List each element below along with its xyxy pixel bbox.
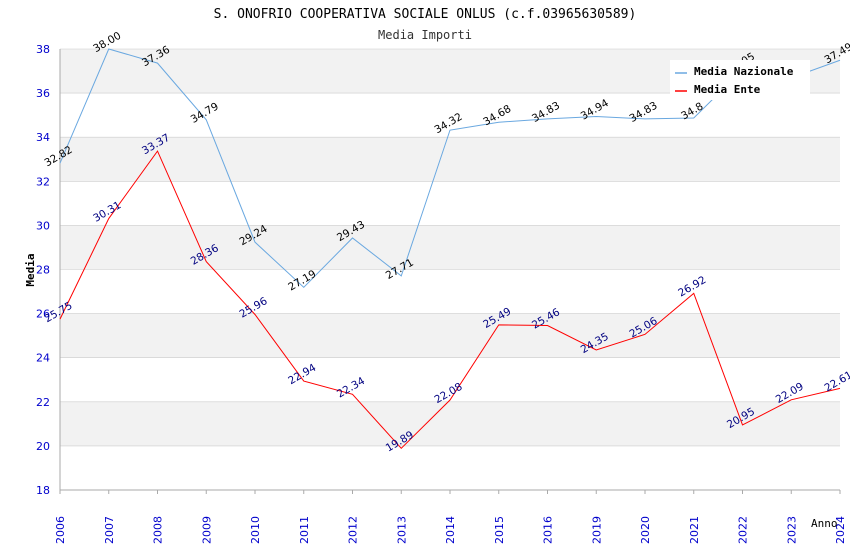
data-label-media-nazionale: 34.94 [579,97,611,123]
y-tick-label: 38 [36,43,50,56]
grid-band [60,401,840,446]
x-tick-label: 2006 [54,516,67,544]
y-tick-labels: 18 20 22 24 26 28 30 32 34 36 38 [36,43,50,497]
x-tick-label: 2016 [542,516,555,544]
grid-band [60,313,840,358]
x-tick-label: 2019 [590,516,603,544]
x-tick-label: 2014 [444,516,457,544]
x-tick-label: 2009 [200,516,213,544]
y-tick-label: 28 [36,264,50,277]
data-label-media-ente: 26.92 [676,274,708,299]
x-tick-label: 2013 [395,516,408,544]
y-axis-label: Media [24,253,37,286]
x-tick-label: 2021 [688,516,701,544]
y-tick-label: 30 [36,219,50,232]
y-tick-label: 34 [36,131,50,144]
background-bands [60,49,840,446]
data-label-media-nazionale: 34.68 [481,103,513,128]
data-label-media-nazionale: 34.83 [530,100,562,125]
x-tick-label: 2020 [639,516,652,544]
x-tick-label: 2008 [152,516,165,544]
chart-subtitle: Media Importi [378,28,472,42]
y-tick-label: 24 [36,352,50,365]
gridlines [60,48,840,491]
y-tick-label: 22 [36,396,50,409]
x-axis-label: Anno [811,517,838,530]
y-tick-label: 32 [36,175,50,188]
y-tick-label: 20 [36,440,50,453]
y-tick-label: 26 [36,308,50,321]
x-tick-labels: 2006 2007 2008 2009 2010 2011 2012 2013 2014 2015… [54,490,847,544]
series-line-media-ente [59,150,841,450]
x-tick-label: 2012 [347,516,360,544]
chart-title: S. ONOFRIO COOPERATIVA SOCIALE ONLUS (c.… [214,7,637,22]
y-tick-label: 36 [36,87,50,100]
data-label-media-nazionale: 34.8 [679,100,705,122]
data-label-media-nazionale: 34.83 [627,100,659,125]
x-tick-label: 2024 [834,516,847,544]
legend: Media Nazionale Media Ente [670,60,810,100]
legend-box [670,60,810,100]
x-tick-label: 2023 [785,516,798,544]
x-tick-label: 2015 [493,516,506,544]
x-tick-label: 2022 [737,516,750,544]
data-label-media-ente: 22.61 [822,369,850,394]
grid-band [60,137,840,182]
series-lines [59,48,841,450]
data-label-media-nazionale: 27.19 [286,268,318,293]
data-label-media-nazionale: 34.32 [432,111,464,136]
data-label-media-ente: 22.34 [335,375,367,401]
x-tick-label: 2007 [103,516,116,544]
legend-label-media-nazionale: Media Nazionale [694,65,794,78]
x-tick-label: 2011 [298,516,311,544]
legend-label-media-ente: Media Ente [694,83,761,96]
grid-band [60,225,840,270]
x-tick-label: 2010 [249,516,262,544]
series-line-media-nazionale [59,48,841,289]
y-tick-label: 18 [36,484,50,497]
